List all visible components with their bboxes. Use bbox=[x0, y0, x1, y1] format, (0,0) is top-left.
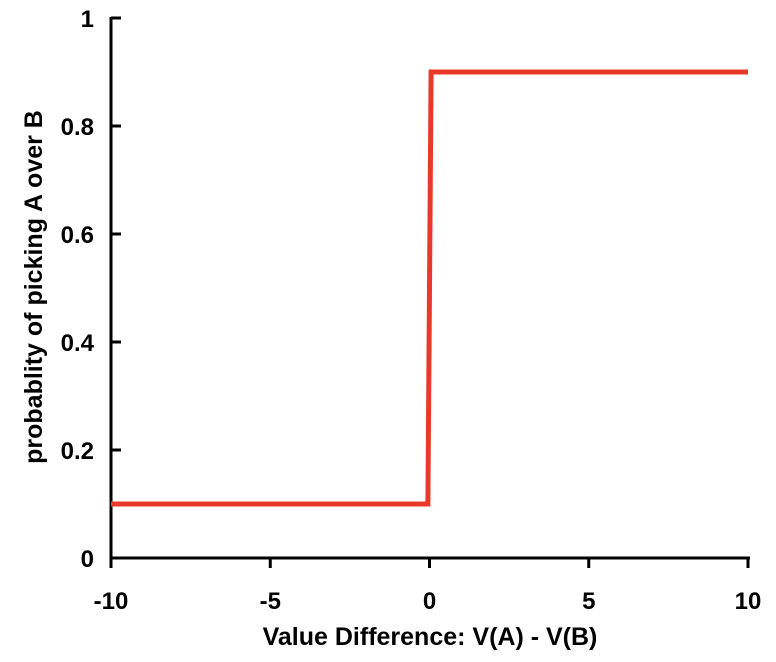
x-axis: -10 -5 0 5 10 bbox=[94, 556, 762, 615]
y-axis-title: probablity of picking A over B bbox=[20, 110, 48, 464]
series-layer bbox=[111, 69, 748, 507]
y-tick-label: 0.8 bbox=[61, 114, 94, 141]
x-tick-label: 10 bbox=[735, 588, 762, 615]
y-tick-label: 0 bbox=[81, 546, 94, 573]
y-tick-label: 0.2 bbox=[61, 438, 94, 465]
x-tick-label: 5 bbox=[582, 588, 595, 615]
x-ticks: -10 -5 0 5 10 bbox=[94, 558, 762, 615]
x-tick-label: -10 bbox=[94, 588, 129, 615]
x-tick-label: 0 bbox=[423, 588, 436, 615]
y-ticks: 0 0.2 0.4 0.6 0.8 1 bbox=[61, 6, 121, 573]
y-tick-label: 0.4 bbox=[61, 330, 95, 357]
x-axis-title: Value Difference: V(A) - V(B) bbox=[263, 623, 598, 651]
y-tick-label: 0.6 bbox=[61, 222, 94, 249]
x-tick-label: -5 bbox=[260, 588, 281, 615]
series-line-0 bbox=[111, 69, 748, 507]
y-axis: 0 0.2 0.4 0.6 0.8 1 bbox=[61, 6, 121, 573]
y-tick-label: 1 bbox=[81, 6, 94, 33]
